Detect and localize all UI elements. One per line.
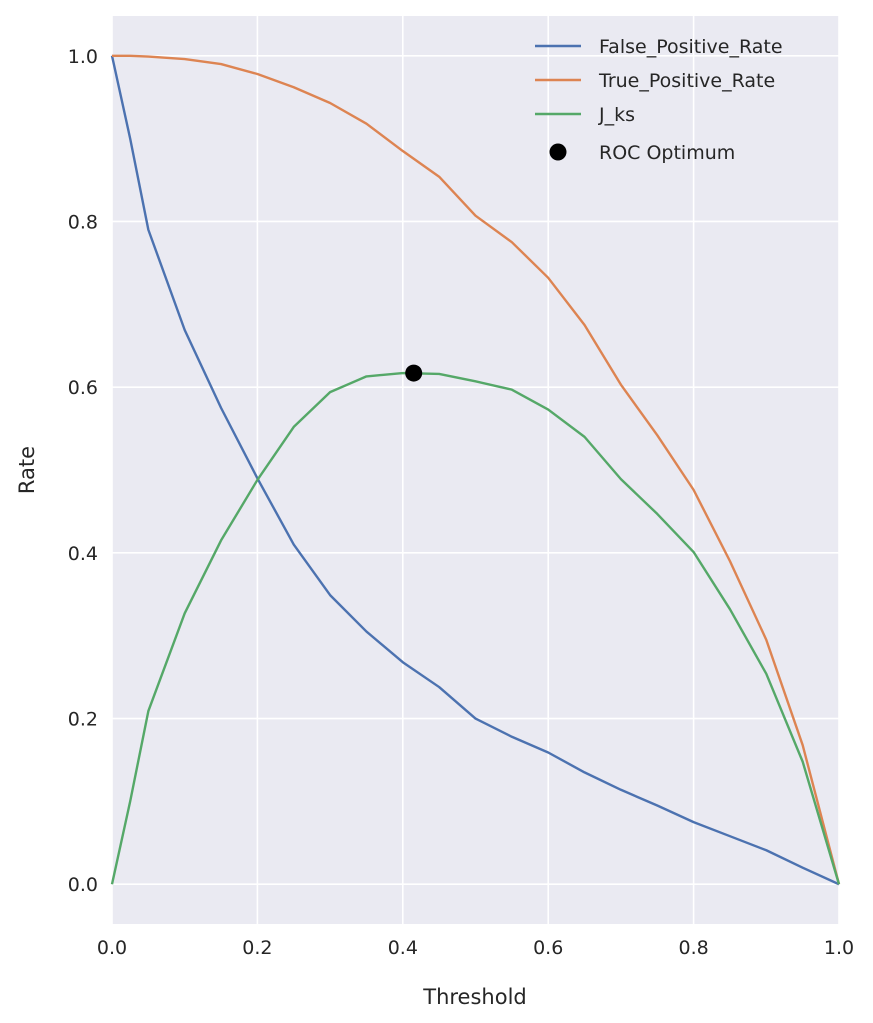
y-tick-label: 1.0 (68, 46, 98, 68)
x-tick-label: 0.0 (97, 937, 127, 959)
series-line-true-positive-rate (112, 54, 841, 885)
x-tick-label: 0.4 (388, 937, 418, 959)
y-tick-labels: 0.0 0.2 0.4 0.6 0.8 1.0 (68, 46, 98, 896)
x-tick-labels: 0.0 0.2 0.4 0.6 0.8 1.0 (97, 937, 854, 959)
legend-marker (549, 143, 567, 161)
y-tick-label: 0.6 (68, 377, 98, 399)
series-line-j-ks (110, 371, 841, 885)
y-tick-label: 0.4 (68, 543, 98, 565)
x-tick-label: 1.0 (824, 937, 854, 959)
grid (111, 16, 840, 924)
y-tick-label: 0.0 (68, 874, 98, 896)
legend-label: False_Positive_Rate (599, 36, 783, 58)
legend-label: True_Positive_Rate (598, 70, 775, 92)
legend-label: ROC Optimum (599, 142, 735, 164)
y-tick-label: 0.8 (68, 211, 98, 233)
legend: False_Positive_Rate True_Positive_Rate J_k… (535, 36, 783, 164)
x-tick-label: 0.8 (678, 937, 708, 959)
x-tick-label: 0.6 (533, 937, 563, 959)
x-axis-label: Threshold (422, 985, 527, 1009)
legend-label: J_ks (598, 104, 635, 126)
series-lines (110, 54, 841, 886)
y-axis-label: Rate (15, 446, 39, 494)
y-tick-label: 0.2 (68, 709, 98, 731)
x-tick-label: 0.2 (242, 937, 272, 959)
points (405, 364, 423, 382)
plot-area (112, 16, 839, 924)
series-line-false-positive-rate (110, 55, 840, 886)
roc-optimum-point (405, 364, 423, 382)
